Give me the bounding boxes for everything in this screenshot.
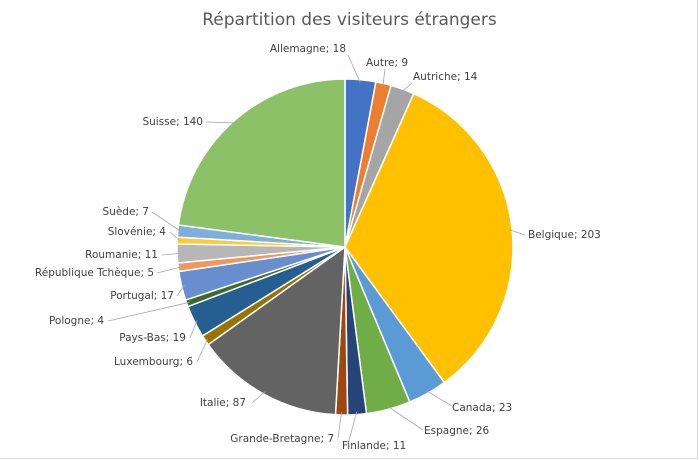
data-label-italie: Italie; 87 xyxy=(200,397,246,409)
leader-line-republique-tcheque xyxy=(156,266,182,274)
data-label-autriche: Autriche; 14 xyxy=(413,71,478,83)
data-label-suede: Suède; 7 xyxy=(103,206,149,218)
leader-line-allemagne xyxy=(347,54,361,83)
leader-line-autre xyxy=(382,68,386,87)
data-label-pologne: Pologne; 4 xyxy=(49,315,104,327)
leader-line-grande-bretagne xyxy=(337,411,343,439)
leader-line-luxembourg xyxy=(196,338,209,363)
leader-line-espagne xyxy=(387,406,424,431)
leader-line-italie xyxy=(251,391,266,404)
leader-line-autriche xyxy=(401,82,413,93)
leader-line-suisse xyxy=(205,121,237,124)
leader-line-roumanie xyxy=(161,252,181,256)
data-label-portugal: Portugal; 17 xyxy=(110,290,174,302)
pie-slice-belgique xyxy=(344,92,514,384)
data-label-autre: Autre; 9 xyxy=(366,57,408,69)
data-label-luxembourg: Luxembourg; 6 xyxy=(114,356,193,368)
data-label-canada: Canada; 23 xyxy=(452,402,512,414)
leader-line-pays-bas xyxy=(189,320,198,339)
data-label-republique-tcheque: République Tchèque; 5 xyxy=(35,267,154,279)
data-label-slovenie: Slovénie; 4 xyxy=(108,226,167,238)
data-label-roumanie: Roumanie; 11 xyxy=(85,249,158,261)
chart-title: Répartition des visiteurs étrangers xyxy=(202,10,497,30)
leader-line-suede xyxy=(151,211,181,232)
pie-slice-italie xyxy=(207,245,346,416)
leader-line-pologne xyxy=(107,301,190,322)
data-label-finlande: Finlande; 11 xyxy=(342,440,406,452)
leader-line-finlande xyxy=(347,411,358,445)
data-label-suisse: Suisse; 140 xyxy=(142,116,203,128)
leader-line-portugal xyxy=(176,285,185,297)
data-label-belgique: Belgique; 203 xyxy=(528,229,601,241)
data-label-grande-bretagne: Grande-Bretagne; 7 xyxy=(230,433,334,445)
pie-slice-suisse xyxy=(177,78,346,248)
data-label-espagne: Espagne; 26 xyxy=(424,425,490,437)
data-label-pays-bas: Pays-Bas; 19 xyxy=(119,332,186,344)
leader-line-slovenie xyxy=(169,231,181,241)
leader-line-canada xyxy=(425,390,453,407)
leader-line-belgique xyxy=(508,229,526,236)
data-label-allemagne: Allemagne; 18 xyxy=(270,43,346,55)
